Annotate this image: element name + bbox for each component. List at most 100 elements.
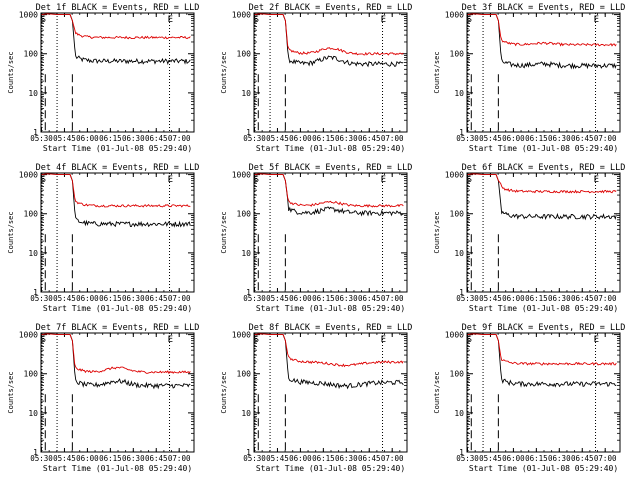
x-tick-label: 06:00	[502, 294, 525, 303]
chart-panel: Det 2f BLACK = Events, RED = LLD Counts/s…	[220, 3, 412, 153]
x-tick-label: 07:00	[168, 134, 191, 143]
y-tick-label: 1	[459, 288, 464, 297]
x-axis-label: Start Time (01-Jul-08 05:29:40)	[256, 144, 405, 153]
x-tick-label: 05:30	[30, 454, 53, 463]
x-tick-label: 05:45	[266, 134, 289, 143]
series-line-lld	[41, 333, 191, 375]
y-tick-label: 1000	[445, 11, 464, 20]
marker-label: S	[254, 175, 259, 185]
series-line-events	[41, 173, 191, 228]
x-tick-label: 06:45	[358, 454, 381, 463]
marker-label: S	[467, 175, 472, 185]
y-tick-label: 1000	[232, 11, 251, 20]
x-tick-label: 05:45	[479, 134, 502, 143]
x-tick-label: 06:15	[312, 454, 335, 463]
axis-frame	[466, 172, 621, 293]
x-axis-label: Start Time (01-Jul-08 05:29:40)	[469, 464, 618, 473]
marker-label: E	[381, 175, 386, 185]
chart-title: Det 8f BLACK = Events, RED = LLD	[249, 323, 413, 333]
marker-label: E	[594, 175, 599, 185]
x-tick-label: 05:30	[243, 454, 266, 463]
chart-panel: Det 4f BLACK = Events, RED = LLD Counts/s…	[7, 163, 199, 313]
axis-frame	[40, 332, 195, 453]
x-tick-label: 07:00	[168, 454, 191, 463]
x-tick-label: 06:15	[99, 134, 122, 143]
y-tick-label: 1	[246, 288, 251, 297]
x-axis-label: Start Time (01-Jul-08 05:29:40)	[256, 304, 405, 313]
x-tick-label: 07:00	[381, 454, 404, 463]
x-tick-label: 05:30	[243, 134, 266, 143]
y-axis-label: Counts/sec	[220, 371, 228, 413]
x-tick-label: 07:00	[381, 294, 404, 303]
y-tick-label: 10	[28, 409, 38, 418]
y-tick-label: 1000	[19, 171, 38, 180]
y-tick-label: 10	[454, 249, 464, 258]
marker-label: S	[254, 335, 259, 345]
chart-title: Det 7f BLACK = Events, RED = LLD	[36, 323, 200, 333]
x-tick-label: 06:45	[145, 294, 168, 303]
x-tick-label: 05:30	[30, 134, 53, 143]
x-tick-label: 06:45	[145, 454, 168, 463]
chart-panel: Det 9f BLACK = Events, RED = LLD Counts/s…	[433, 323, 625, 473]
marker-label: S	[254, 15, 259, 25]
y-tick-label: 1	[33, 288, 38, 297]
x-tick-label: 06:30	[548, 454, 571, 463]
x-tick-label: 07:00	[594, 454, 617, 463]
x-tick-label: 05:45	[53, 454, 76, 463]
x-tick-label: 05:30	[456, 454, 479, 463]
x-tick-label: 05:45	[479, 454, 502, 463]
y-axis-label: Counts/sec	[7, 211, 15, 253]
axis-frame	[40, 12, 195, 133]
marker-label: E	[594, 15, 599, 25]
chart-title: Det 1f BLACK = Events, RED = LLD	[36, 3, 200, 13]
series-line-events	[467, 173, 617, 221]
series-line-events	[467, 13, 617, 70]
x-tick-label: 06:00	[76, 454, 99, 463]
chart-panel: Det 7f BLACK = Events, RED = LLD Counts/s…	[7, 323, 199, 473]
y-axis-label: Counts/sec	[433, 371, 441, 413]
marker-label: E	[594, 335, 599, 345]
axis-frame	[253, 12, 408, 133]
marker-label: S	[41, 175, 46, 185]
marker-label: S	[467, 15, 472, 25]
y-tick-label: 1	[459, 448, 464, 457]
marker-label: E	[168, 15, 173, 25]
x-tick-label: 06:30	[122, 294, 145, 303]
chart-title: Det 2f BLACK = Events, RED = LLD	[249, 3, 413, 13]
x-tick-label: 07:00	[168, 294, 191, 303]
x-tick-label: 06:45	[571, 294, 594, 303]
series-line-lld	[254, 333, 404, 368]
y-tick-label: 10	[28, 89, 38, 98]
y-tick-label: 1	[459, 128, 464, 137]
x-tick-label: 05:30	[456, 134, 479, 143]
y-axis-label: Counts/sec	[220, 51, 228, 93]
chart-panel: Det 6f BLACK = Events, RED = LLD Counts/s…	[433, 163, 625, 313]
series-line-events	[254, 333, 404, 390]
x-tick-label: 06:15	[312, 134, 335, 143]
y-tick-label: 100	[24, 370, 39, 379]
series-line-lld	[41, 173, 191, 208]
series-line-events	[41, 333, 191, 390]
y-tick-label: 100	[24, 50, 39, 59]
y-axis-label: Counts/sec	[433, 51, 441, 93]
x-tick-label: 07:00	[594, 294, 617, 303]
series-line-lld	[467, 13, 617, 47]
y-tick-label: 10	[454, 409, 464, 418]
chart-panel: Det 8f BLACK = Events, RED = LLD Counts/s…	[220, 323, 412, 473]
chart-title: Det 5f BLACK = Events, RED = LLD	[249, 163, 413, 173]
y-tick-label: 10	[28, 249, 38, 258]
axis-frame	[253, 332, 408, 453]
x-tick-label: 05:45	[479, 294, 502, 303]
marker-label: S	[467, 335, 472, 345]
chart-panel: Det 3f BLACK = Events, RED = LLD Counts/s…	[433, 3, 625, 153]
x-tick-label: 06:30	[335, 454, 358, 463]
series-line-events	[254, 173, 404, 217]
y-tick-label: 1000	[232, 331, 251, 340]
series-line-events	[467, 333, 617, 388]
y-tick-label: 100	[24, 210, 39, 219]
y-tick-label: 100	[450, 370, 465, 379]
y-tick-label: 100	[450, 50, 465, 59]
marker-label: E	[168, 175, 173, 185]
marker-label: E	[381, 15, 386, 25]
